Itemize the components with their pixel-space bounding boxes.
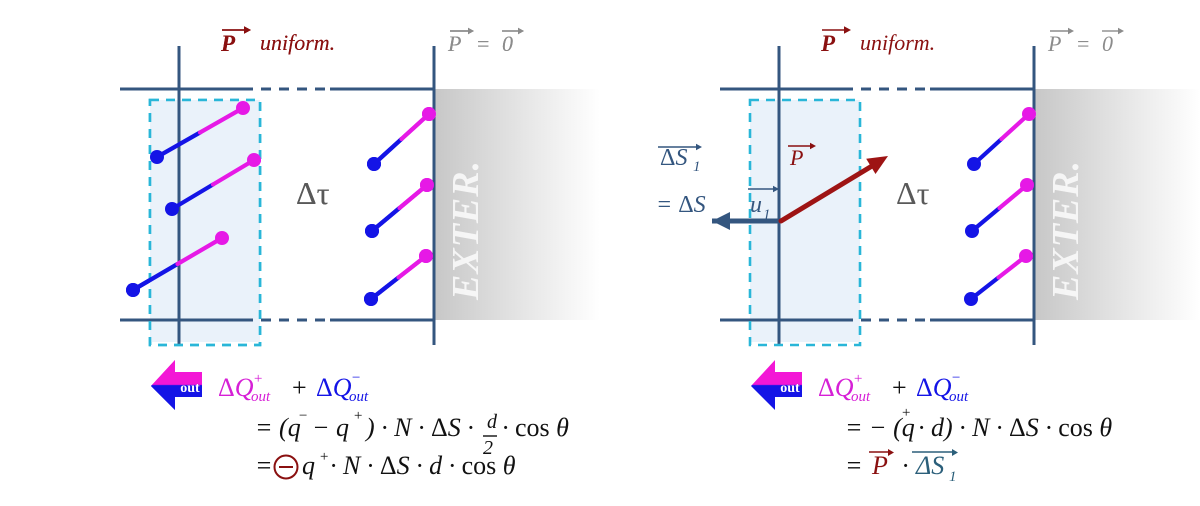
svg-text:+: + [253, 371, 263, 387]
svg-text:−: − [951, 370, 961, 386]
svg-text:+: + [292, 373, 307, 402]
svg-text:) · N · ΔS ·: ) · N · ΔS · [364, 413, 474, 442]
svg-text:+: + [319, 449, 329, 465]
svg-text:= (q: = (q [255, 413, 301, 442]
svg-text:P: P [871, 451, 888, 480]
svg-text:ΔQ: ΔQ [218, 373, 254, 402]
svg-text:− q: − q [312, 413, 349, 442]
svg-text:= ΔS: = ΔS [656, 192, 706, 218]
svg-text:ΔQ: ΔQ [916, 373, 952, 402]
svg-text:+: + [853, 371, 863, 387]
svg-text:P: P [789, 145, 803, 170]
svg-text:out: out [949, 389, 969, 405]
svg-text:ΔS: ΔS [660, 145, 687, 171]
svg-text:1: 1 [949, 469, 957, 485]
svg-text:u: u [750, 192, 762, 218]
svg-text:·: · [902, 451, 909, 480]
svg-text:−: − [298, 408, 308, 424]
svg-text:−: − [351, 370, 361, 386]
svg-text:=: = [255, 451, 273, 480]
svg-text:out: out [851, 389, 871, 405]
svg-text:· cos θ: · cos θ [502, 413, 569, 442]
svg-text:ΔS: ΔS [915, 451, 944, 480]
svg-text:+: + [892, 373, 907, 402]
svg-text:d: d [487, 411, 498, 433]
svg-text:q: q [302, 451, 315, 480]
svg-text:ΔQ: ΔQ [316, 373, 352, 402]
svg-text:1: 1 [693, 159, 701, 175]
svg-text:· N · ΔS · d · cos θ: · N · ΔS · d · cos θ [330, 451, 516, 480]
svg-text:· d) · N · ΔS · cos θ: · d) · N · ΔS · cos θ [918, 413, 1112, 442]
svg-text:out: out [349, 389, 369, 405]
svg-text:out: out [251, 389, 271, 405]
svg-text:+: + [901, 405, 911, 421]
svg-text:=: = [845, 451, 863, 480]
svg-text:+: + [353, 408, 363, 424]
svg-text:ΔQ: ΔQ [818, 373, 854, 402]
